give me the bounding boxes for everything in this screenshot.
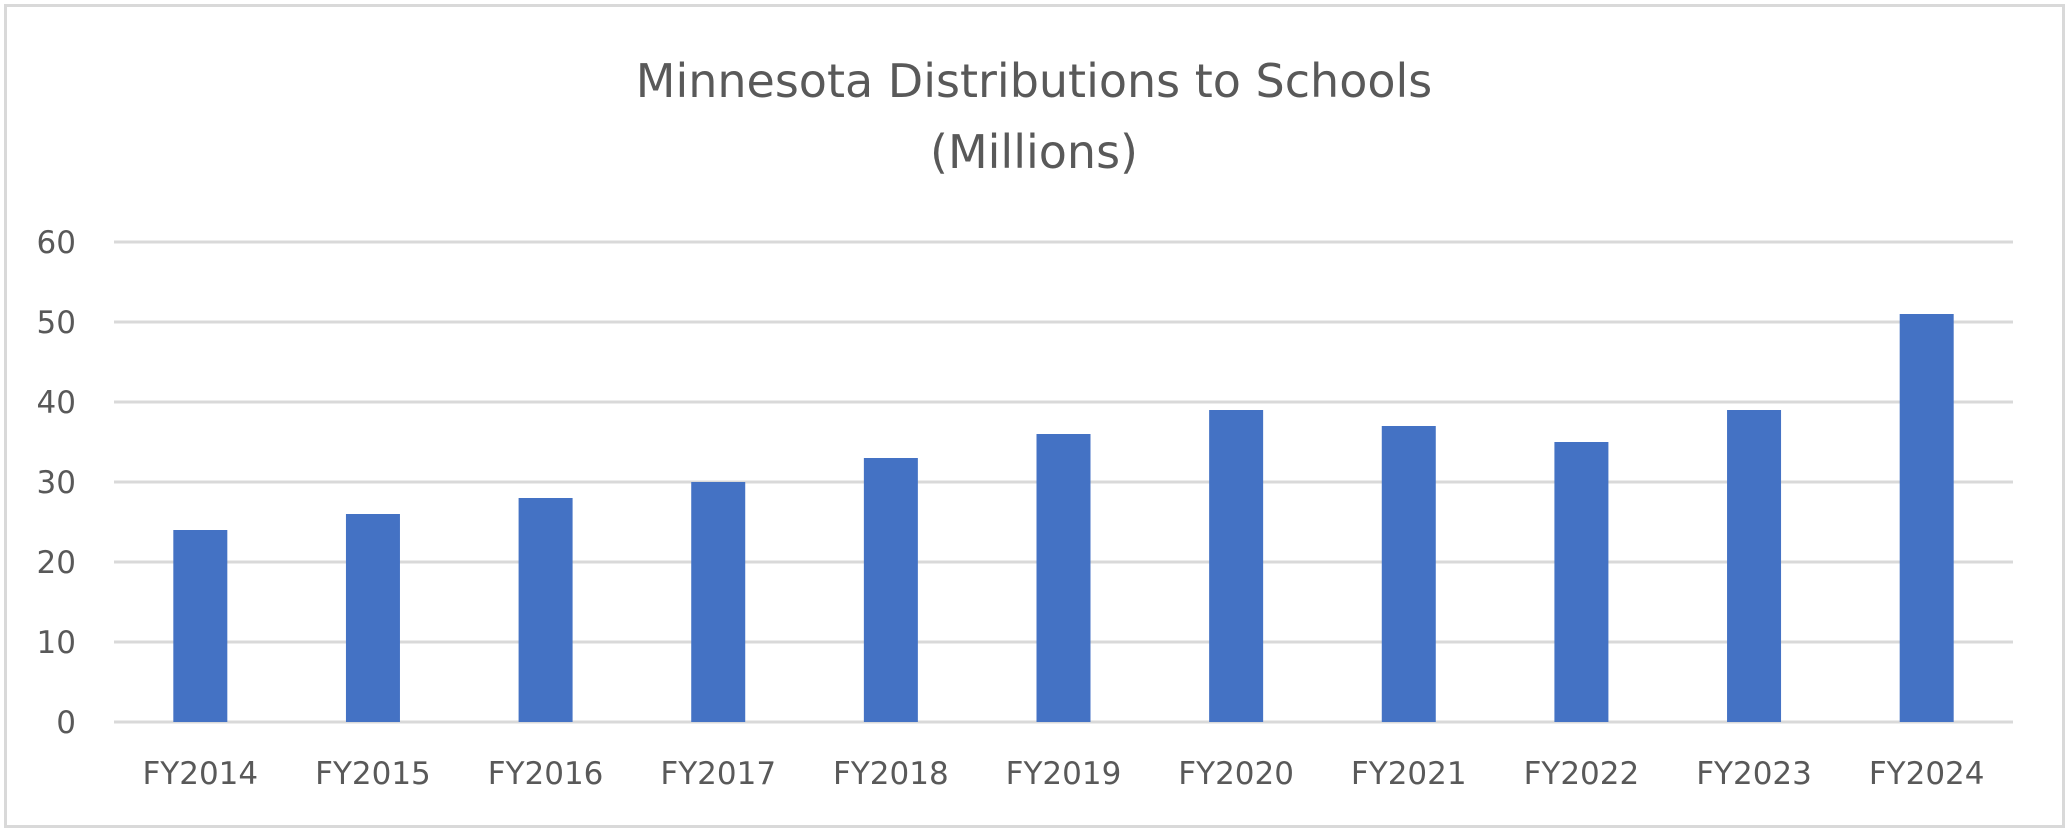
y-axis-ticks: 0 10 20 30 40 50 60 — [37, 225, 76, 741]
x-tick-label-FY2016: FY2016 — [488, 756, 604, 792]
y-tick-label-60: 60 — [37, 225, 76, 261]
x-tick-label-FY2021: FY2021 — [1351, 756, 1467, 792]
bar-FY2022 — [1554, 442, 1609, 722]
x-tick-label-FY2018: FY2018 — [833, 756, 949, 792]
bar-FY2019 — [1036, 434, 1091, 722]
bar-FY2023 — [1727, 410, 1782, 722]
bars — [173, 314, 1954, 722]
bar-FY2020 — [1209, 410, 1264, 722]
x-tick-label-FY2019: FY2019 — [1006, 756, 1122, 792]
y-tick-label-0: 0 — [56, 705, 76, 741]
bar-FY2017 — [691, 482, 746, 722]
x-tick-label-FY2024: FY2024 — [1869, 756, 1985, 792]
x-axis-ticks: FY2014 FY2015 FY2016 FY2017 FY2018 FY2019 FY20… — [142, 756, 1984, 792]
bar-FY2014 — [173, 530, 228, 722]
x-tick-label-FY2022: FY2022 — [1524, 756, 1640, 792]
x-tick-label-FY2023: FY2023 — [1696, 756, 1812, 792]
y-tick-label-30: 30 — [37, 465, 76, 501]
bar-FY2021 — [1381, 426, 1436, 722]
chart-subtitle: (Millions) — [930, 125, 1138, 179]
bar-FY2016 — [518, 498, 573, 722]
x-tick-label-FY2015: FY2015 — [315, 756, 431, 792]
bar-FY2018 — [863, 458, 918, 722]
x-tick-label-FY2017: FY2017 — [660, 756, 776, 792]
y-tick-label-40: 40 — [37, 385, 76, 421]
bar-FY2015 — [345, 514, 400, 722]
bar-FY2024 — [1899, 314, 1954, 722]
y-tick-label-20: 20 — [37, 545, 76, 581]
gridlines — [114, 240, 2013, 724]
chart-title: Minnesota Distributions to Schools — [636, 54, 1432, 108]
y-tick-label-50: 50 — [37, 305, 76, 341]
y-tick-label-10: 10 — [37, 625, 76, 661]
x-tick-label-FY2020: FY2020 — [1178, 756, 1294, 792]
x-tick-label-FY2014: FY2014 — [142, 756, 258, 792]
